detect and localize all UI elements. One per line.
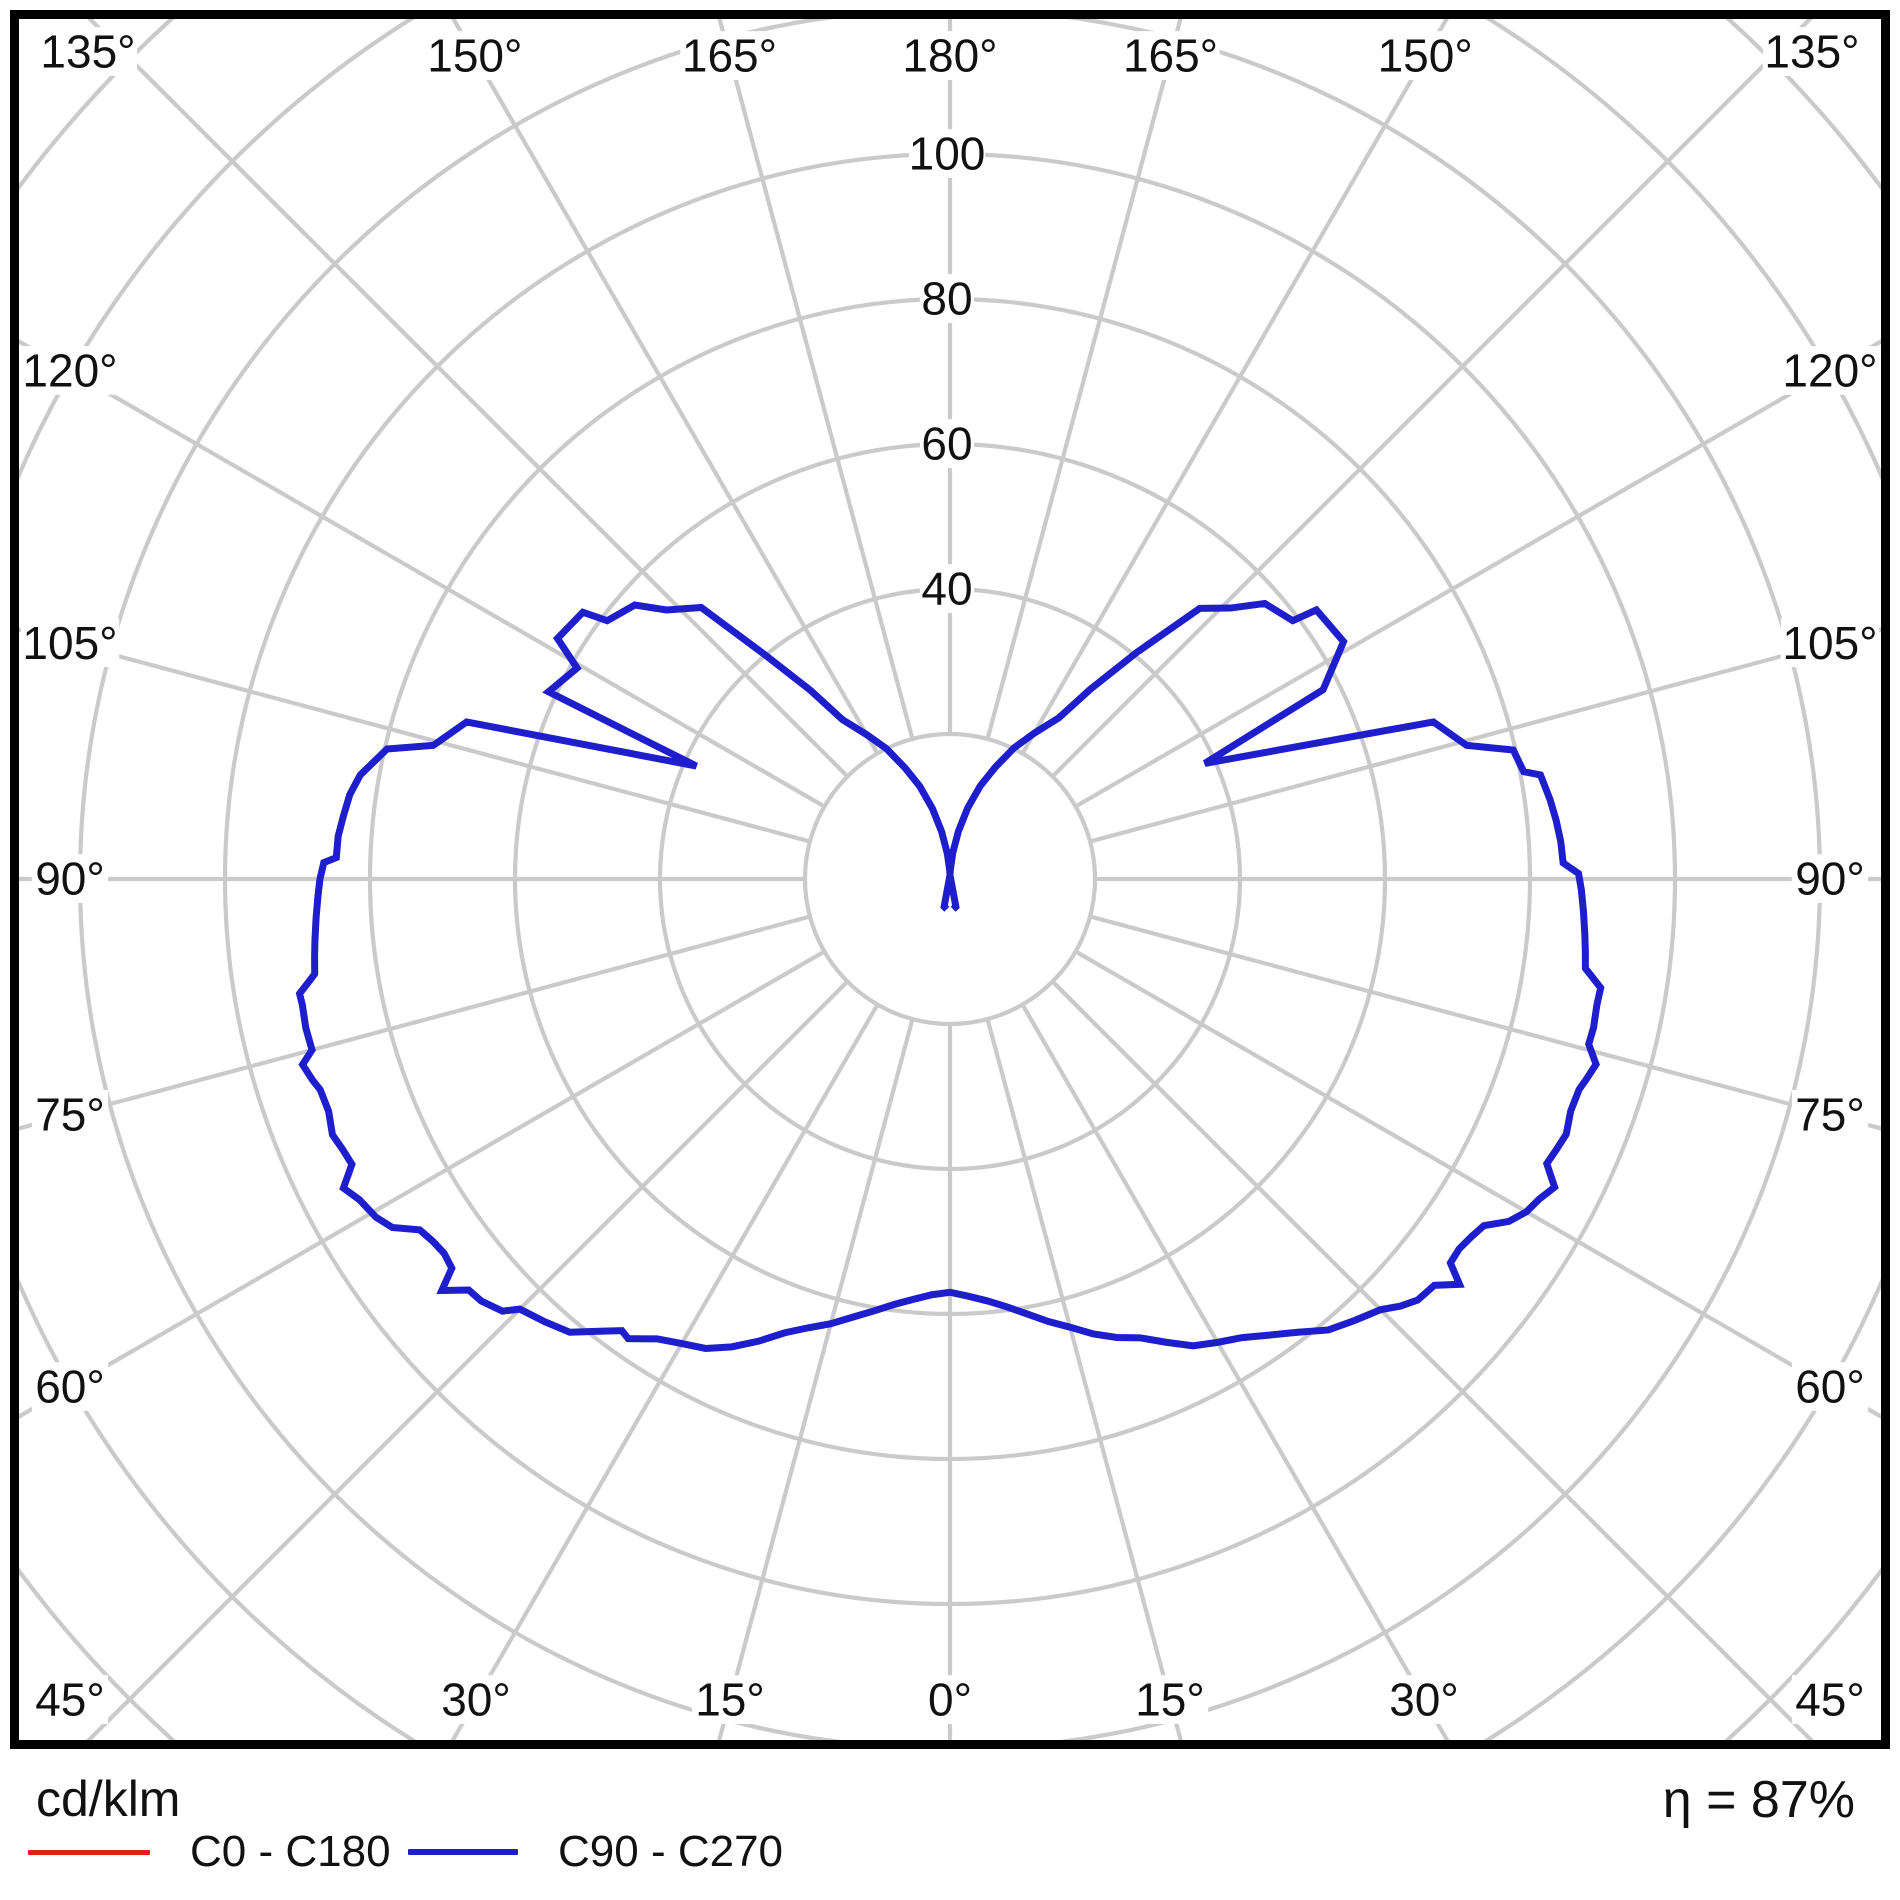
- grid-spoke: [1051, 980, 1814, 1740]
- angle-label-135-left: 135°: [40, 26, 135, 78]
- grid-spoke: [1089, 914, 1881, 1131]
- angle-label-105-left: 105°: [22, 617, 117, 669]
- angle-label-15-left: 15°: [695, 1674, 765, 1726]
- angle-label-30-right: 30°: [1389, 1674, 1459, 1726]
- label-mask: [31, 1362, 109, 1411]
- radial-label-60: 60: [921, 418, 972, 470]
- label-mask: [1791, 1089, 1869, 1139]
- label-mask: [1762, 27, 1862, 76]
- label-mask: [919, 419, 975, 468]
- angle-label-60-right: 60°: [1795, 1361, 1865, 1413]
- angle-label-60-left: 60°: [35, 1361, 105, 1413]
- label-mask: [20, 618, 120, 668]
- plot-frame: [10, 10, 1890, 1749]
- label-mask: [1791, 854, 1869, 903]
- legend-item-C90-C270: C90 - C270: [408, 1826, 783, 1878]
- angle-label-0-right: 0°: [928, 1674, 972, 1726]
- label-mask: [1131, 1675, 1209, 1724]
- grid-spoke: [1074, 949, 1881, 1419]
- angle-label-45-left: 45°: [35, 1674, 105, 1726]
- label-mask: [1375, 31, 1475, 80]
- grid-spoke: [1089, 627, 1881, 844]
- label-mask: [680, 31, 779, 80]
- label-mask: [31, 1089, 109, 1139]
- radial-label-100: 100: [909, 128, 986, 180]
- angle-label-45-right: 45°: [1795, 1674, 1865, 1726]
- grid-spoke: [19, 627, 811, 844]
- grid-spoke: [19, 949, 826, 1419]
- label-mask: [922, 1675, 978, 1724]
- grid-spoke: [1051, 19, 1813, 778]
- label-mask: [1780, 618, 1880, 668]
- label-mask: [1121, 31, 1220, 80]
- angle-label-135-right: 135°: [1764, 26, 1859, 78]
- grid-spoke: [717, 1018, 915, 1740]
- grid-spoke: [985, 1018, 1183, 1740]
- grid-spoke: [19, 339, 826, 809]
- label-mask: [919, 564, 975, 613]
- label-mask: [437, 1675, 515, 1724]
- label-mask: [425, 31, 525, 80]
- curve-C90-C270: [295, 599, 1605, 1352]
- angle-label-90-left: 90°: [35, 853, 105, 905]
- angle-label-30-left: 30°: [441, 1674, 511, 1726]
- grid-spoke: [985, 19, 1183, 740]
- legend-label: C0 - C180: [190, 1827, 391, 1876]
- angle-label-15-right: 15°: [1135, 1674, 1205, 1726]
- angle-label-75-right: 75°: [1795, 1088, 1865, 1140]
- label-mask: [31, 1675, 109, 1724]
- label-mask: [1385, 1675, 1463, 1724]
- label-mask: [38, 27, 138, 76]
- grid-spoke: [1020, 19, 1449, 755]
- label-mask: [908, 129, 986, 178]
- label-mask: [1780, 346, 1880, 395]
- grid-spoke: [19, 914, 811, 1131]
- legend-swatch-C0-C180: [28, 1849, 150, 1855]
- radial-label-80: 80: [921, 273, 972, 325]
- angle-label-120-right: 120°: [1782, 345, 1877, 397]
- angle-label-90-right: 90°: [1795, 853, 1865, 905]
- grid-spoke: [1020, 1003, 1450, 1740]
- label-mask: [31, 854, 109, 903]
- angle-label-165-left: 165°: [682, 30, 777, 82]
- label-mask: [1791, 1362, 1869, 1411]
- grid-spoke: [450, 1003, 880, 1740]
- grid-spoke: [717, 19, 915, 740]
- label-mask: [919, 274, 975, 323]
- angle-label-120-left: 120°: [22, 345, 117, 397]
- legend-item-C0-C180: C0 - C180: [28, 1826, 391, 1878]
- radial-label-40: 40: [921, 563, 972, 615]
- label-mask: [691, 1675, 769, 1724]
- units-label: cd/klm: [36, 1771, 181, 1827]
- legend-label: C90 - C270: [558, 1827, 784, 1876]
- label-mask: [20, 346, 120, 395]
- efficiency-label: η = 87%: [1662, 1771, 1855, 1829]
- angle-label-165-right: 165°: [1123, 30, 1218, 82]
- grid-spoke: [87, 19, 849, 778]
- legend-swatch-C90-C270: [408, 1849, 518, 1855]
- label-mask: [1791, 1675, 1869, 1724]
- angle-label-180-right: 180°: [902, 30, 997, 82]
- grid-spoke: [86, 980, 849, 1740]
- angle-label-105-right: 105°: [1782, 617, 1877, 669]
- angle-label-75-left: 75°: [35, 1088, 105, 1140]
- grid-spoke: [451, 19, 880, 755]
- angle-label-150-right: 150°: [1378, 30, 1473, 82]
- label-mask: [900, 31, 1000, 80]
- grid-spoke: [1074, 339, 1881, 809]
- angle-label-150-left: 150°: [427, 30, 522, 82]
